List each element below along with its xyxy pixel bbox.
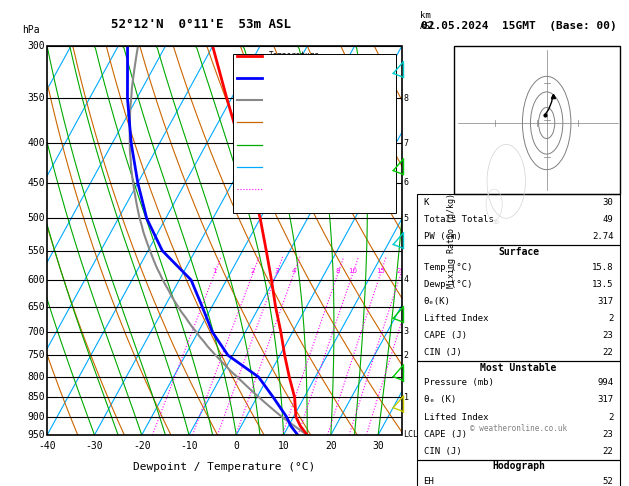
Text: 2: 2 [250, 268, 255, 274]
Text: -10: -10 [180, 441, 198, 451]
Text: -20: -20 [133, 441, 150, 451]
Text: 350: 350 [28, 93, 45, 103]
Text: 30: 30 [372, 441, 384, 451]
Text: PW (cm): PW (cm) [423, 232, 461, 241]
Text: 20: 20 [325, 441, 337, 451]
Text: CIN (J): CIN (J) [423, 447, 461, 456]
Text: 6: 6 [404, 178, 409, 188]
Text: 3: 3 [404, 328, 409, 336]
Text: -30: -30 [86, 441, 103, 451]
Text: Dewp (°C): Dewp (°C) [423, 279, 472, 289]
Text: 650: 650 [28, 302, 45, 312]
Text: 23: 23 [603, 331, 613, 340]
Text: Surface: Surface [498, 247, 539, 257]
Text: 950: 950 [28, 430, 45, 440]
Text: kt: kt [462, 54, 472, 63]
Text: 400: 400 [28, 138, 45, 148]
Text: 15.8: 15.8 [592, 262, 613, 272]
Text: 317: 317 [598, 396, 613, 404]
Text: 13.5: 13.5 [592, 279, 613, 289]
Text: EH: EH [423, 477, 434, 486]
Text: Dry Adiabat: Dry Adiabat [269, 118, 320, 127]
Text: 300: 300 [28, 41, 45, 51]
Text: CAPE (J): CAPE (J) [423, 331, 467, 340]
Text: -40: -40 [38, 441, 56, 451]
Text: Lifted Index: Lifted Index [423, 314, 488, 323]
Text: Most Unstable: Most Unstable [481, 363, 557, 373]
Text: Hodograph: Hodograph [492, 462, 545, 471]
Text: 10: 10 [348, 268, 357, 274]
Text: Temp (°C): Temp (°C) [423, 262, 472, 272]
Text: 22: 22 [603, 447, 613, 456]
Text: CIN (J): CIN (J) [423, 348, 461, 357]
Text: km
ASL: km ASL [420, 11, 436, 31]
Text: Parcel Trajectory: Parcel Trajectory [269, 96, 347, 104]
Bar [418, 245, 620, 361]
Text: 4: 4 [291, 268, 296, 274]
Bar [418, 460, 620, 486]
Text: 5: 5 [404, 214, 409, 223]
Bar [418, 361, 620, 460]
Text: 10: 10 [277, 441, 289, 451]
Text: 22: 22 [603, 348, 613, 357]
Text: 800: 800 [28, 372, 45, 382]
Text: Mixing Ratio: Mixing Ratio [269, 184, 325, 193]
Text: 8: 8 [404, 94, 409, 103]
Bar [233, 54, 396, 213]
Text: 1: 1 [404, 393, 409, 402]
Text: 850: 850 [28, 393, 45, 402]
Text: 700: 700 [28, 327, 45, 337]
Text: 450: 450 [28, 178, 45, 188]
Text: 2: 2 [608, 314, 613, 323]
Text: 52: 52 [603, 477, 613, 486]
Text: 30: 30 [603, 198, 613, 207]
Text: 750: 750 [28, 350, 45, 360]
Text: 3: 3 [274, 268, 279, 274]
Text: LCL: LCL [404, 431, 418, 439]
Text: 52°12'N  0°11'E  53m ASL: 52°12'N 0°11'E 53m ASL [111, 17, 291, 31]
Text: 15: 15 [376, 268, 385, 274]
Text: 49: 49 [603, 215, 613, 224]
Text: Isotherm: Isotherm [269, 162, 306, 171]
Text: K: K [423, 198, 429, 207]
Text: Dewpoint: Dewpoint [269, 73, 306, 83]
Text: 600: 600 [28, 275, 45, 285]
Text: θₑ(K): θₑ(K) [423, 297, 450, 306]
Text: Wet Adiabat: Wet Adiabat [269, 140, 320, 149]
Text: Lifted Index: Lifted Index [423, 413, 488, 421]
Text: 2: 2 [608, 413, 613, 421]
Text: 4: 4 [404, 276, 409, 284]
Text: 8: 8 [335, 268, 340, 274]
Text: Dewpoint / Temperature (°C): Dewpoint / Temperature (°C) [133, 462, 316, 472]
Text: Temperature: Temperature [269, 52, 320, 60]
Text: Mixing Ratio (g/kg): Mixing Ratio (g/kg) [447, 193, 456, 288]
Text: 30: 30 [492, 220, 499, 225]
Bar [418, 194, 620, 245]
Text: 317: 317 [598, 297, 613, 306]
Bar [454, 46, 620, 194]
Text: 02.05.2024  15GMT  (Base: 00): 02.05.2024 15GMT (Base: 00) [421, 20, 616, 31]
Text: 500: 500 [28, 213, 45, 224]
Text: 550: 550 [28, 245, 45, 256]
Text: 900: 900 [28, 412, 45, 422]
Text: © weatheronline.co.uk: © weatheronline.co.uk [470, 424, 567, 433]
Text: 25: 25 [413, 268, 421, 274]
Text: hPa: hPa [23, 24, 40, 35]
Text: 1: 1 [212, 268, 216, 274]
Text: 2: 2 [404, 351, 409, 360]
Text: 2.74: 2.74 [592, 232, 613, 241]
Text: 7: 7 [404, 139, 409, 148]
Text: Totals Totals: Totals Totals [423, 215, 493, 224]
Text: θₑ (K): θₑ (K) [423, 396, 456, 404]
Text: CAPE (J): CAPE (J) [423, 430, 467, 439]
Text: 0: 0 [233, 441, 239, 451]
Text: 994: 994 [598, 379, 613, 387]
Text: 20: 20 [396, 268, 405, 274]
Text: 23: 23 [603, 430, 613, 439]
Text: Pressure (mb): Pressure (mb) [423, 379, 493, 387]
